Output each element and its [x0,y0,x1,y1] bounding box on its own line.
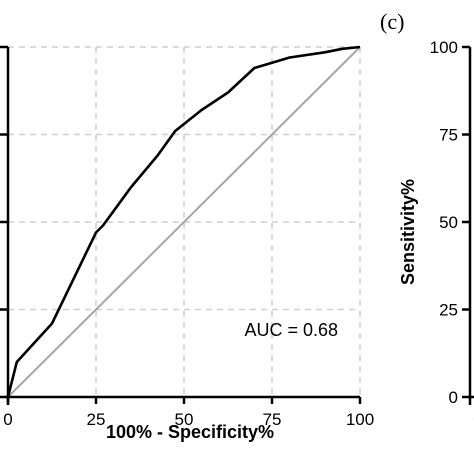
panel-label-c: (c) [380,9,404,34]
right-y-axis-title: Sensitivity% [398,179,418,285]
reference-line [7,46,361,398]
x-axis-title: 100% - Specificity% [106,422,274,442]
roc-curve [6,45,361,398]
right-axes [462,45,474,405]
x-tick-label: 75 [263,410,282,429]
right-y-tick-label: 50 [439,213,458,232]
x-tick-labels: 0 25 50 75 100 [3,410,374,429]
right-y-tick-labels: 0 25 50 75 100 [430,38,458,407]
right-y-tick-label: 0 [449,388,458,407]
roc-curve-line [6,45,361,398]
x-tick-label: 50 [175,410,194,429]
x-tick-label: 0 [3,410,12,429]
x-tick-label: 100 [346,410,374,429]
x-tick-label: 25 [87,410,106,429]
axes [0,45,362,405]
reference-diagonal [7,46,361,398]
right-y-tick-label: 75 [439,126,458,145]
right-y-tick-label: 100 [430,38,458,57]
auc-annotation: AUC = 0.68 [244,320,338,340]
right-y-tick-label: 25 [439,301,458,320]
